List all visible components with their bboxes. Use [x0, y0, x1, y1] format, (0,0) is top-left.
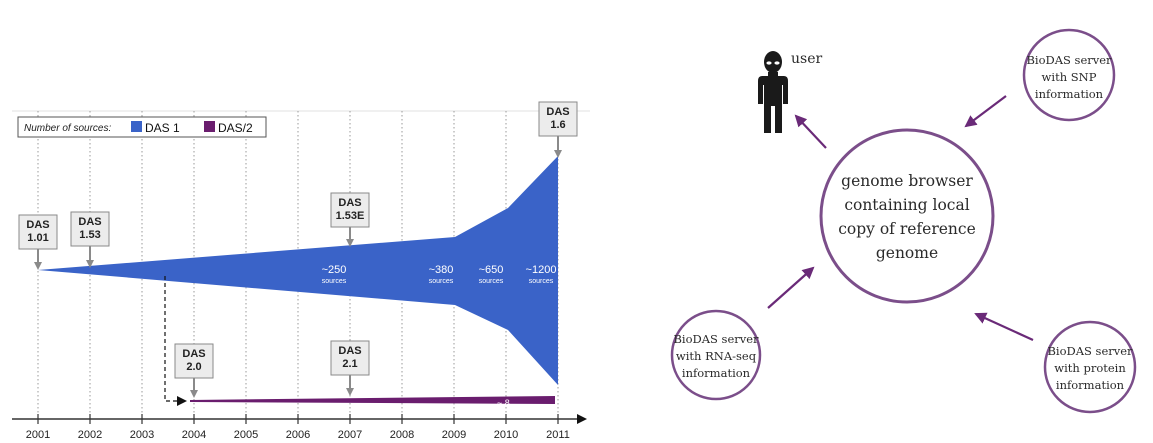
arrow-protein-to-browser	[974, 312, 1034, 342]
das2-branch-connector	[164, 276, 187, 406]
version-callout-box	[18, 214, 58, 250]
year-label-2003: 2003	[130, 429, 154, 441]
version-callout-box	[70, 211, 110, 247]
user-label: user	[791, 51, 822, 67]
server-rnaseq-text-line: information	[682, 366, 751, 380]
year-label-2002: 2002	[78, 429, 102, 441]
year-tick-labels: 2001 2002 2003 2004 2005 2006 2007 2008 2009 2010…	[26, 429, 570, 441]
version-callout-text: DAS	[546, 106, 569, 118]
center-text-line: copy of reference	[838, 220, 976, 238]
year-label-2005: 2005	[234, 429, 258, 441]
protein-server-label: BioDAS server with protein information	[1047, 344, 1133, 392]
version-callout-text: DAS	[338, 345, 361, 357]
year-label-2008: 2008	[390, 429, 414, 441]
source-unit-2011: sources	[529, 278, 554, 285]
arrow-browser-to-user	[794, 114, 827, 149]
server-rnaseq-text-line: with RNA-seq	[676, 349, 757, 363]
legend: Number of sources: DAS 1 DAS/2	[17, 116, 267, 138]
rnaseq-server-label: BioDAS server with RNA-seq information	[673, 332, 759, 380]
version-callout-text: DAS	[338, 197, 361, 209]
server-rnaseq-text-line: BioDAS server	[673, 332, 759, 346]
year-label-2011: 2011	[546, 429, 570, 441]
year-label-2010: 2010	[494, 429, 518, 441]
das-architecture-diagram: user genome browser containing local copy …	[670, 28, 1137, 414]
arrow-snp-to-browser	[964, 95, 1007, 128]
source-count-2010: ~650	[479, 264, 504, 276]
source-unit-2010: sources	[479, 278, 504, 285]
genome-browser-node	[819, 128, 995, 304]
version-callout-text: 2.1	[342, 358, 357, 370]
version-callout-text: 1.53	[79, 229, 100, 241]
server-protein-text-line: with protein	[1054, 361, 1126, 375]
legend-label-das2: DAS/2	[218, 121, 253, 135]
year-label-2004: 2004	[182, 429, 206, 441]
year-label-2006: 2006	[286, 429, 310, 441]
source-unit-2009: sources	[429, 278, 454, 285]
year-label-2001: 2001	[26, 429, 50, 441]
year-tick-marks	[37, 414, 559, 424]
version-callout-text: 1.53E	[336, 210, 365, 222]
legend-swatch-das2	[204, 121, 215, 132]
server-protein-text-line: information	[1056, 378, 1125, 392]
version-callout-text: DAS	[182, 348, 205, 360]
das2-source-count: ~ 8	[497, 398, 510, 408]
version-callout-text: 2.0	[186, 361, 201, 373]
source-count-2009: ~380	[429, 264, 454, 276]
genome-browser-label: genome browser containing local copy of re…	[838, 172, 976, 262]
user-icon	[758, 51, 788, 133]
snp-server-label: BioDAS server with SNP information	[1026, 53, 1112, 101]
source-count-2007: ~250	[322, 264, 347, 276]
version-callout-box	[538, 101, 578, 137]
center-text-line: genome	[876, 244, 938, 262]
legend-swatch-das1	[131, 121, 142, 132]
version-callout-box	[330, 340, 370, 376]
center-text-line: genome browser	[841, 172, 973, 190]
rnaseq-server-node	[670, 309, 762, 401]
source-count-labels: ~250 sources ~380 sources ~650 sources ~1200 so…	[322, 264, 557, 285]
server-snp-text-line: BioDAS server	[1026, 53, 1112, 67]
das-timeline: 2001 2002 2003 2004 2005 2006 2007 2008 2009 2010…	[12, 101, 590, 441]
source-unit-2007: sources	[322, 278, 347, 285]
version-callout-box	[330, 192, 370, 228]
version-callout-text: DAS	[78, 216, 101, 228]
source-count-2011: ~1200	[526, 264, 557, 276]
snp-server-node	[1022, 28, 1116, 122]
legend-label-das1: DAS 1	[145, 121, 180, 135]
year-label-2007: 2007	[338, 429, 362, 441]
server-snp-text-line: information	[1035, 87, 1104, 101]
version-callout-text: 1.01	[27, 232, 48, 244]
year-label-2009: 2009	[442, 429, 466, 441]
legend-title: Number of sources:	[24, 123, 111, 134]
center-text-line: containing local	[844, 196, 969, 214]
protein-server-node	[1043, 320, 1137, 414]
version-callout-text: DAS	[26, 219, 49, 231]
version-callout-text: 1.6	[550, 119, 565, 131]
arrow-rnaseq-to-browser	[767, 266, 815, 309]
das2-growth-area	[190, 396, 555, 404]
server-snp-text-line: with SNP	[1042, 70, 1097, 84]
das1-growth-area	[38, 156, 558, 385]
server-protein-text-line: BioDAS server	[1047, 344, 1133, 358]
